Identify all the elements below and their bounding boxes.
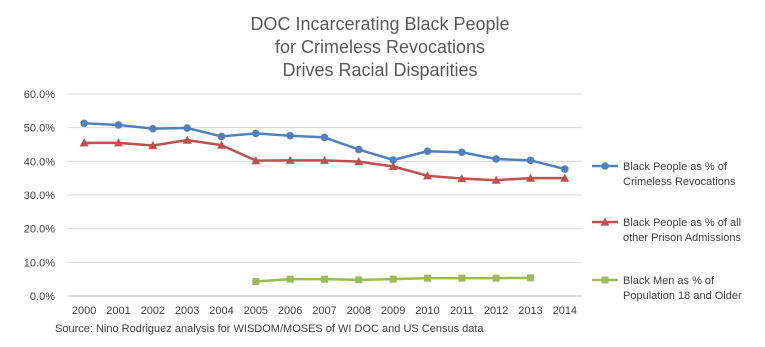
y-tick-label: 0.0% [30,291,55,303]
data-point-marker [458,274,466,282]
legend-item-1: Black People as % of Crimeless Revocation… [592,161,736,188]
data-point-marker [423,171,432,180]
legend-label: Black Men as % of [623,275,715,287]
data-point-marker [114,138,123,147]
data-point-marker [527,274,534,282]
data-point-marker [561,165,569,173]
legend-item-3: Black Men as % of Population 18 and Older [592,275,742,302]
data-point-marker [491,175,501,184]
y-tick-label: 40.0% [24,156,55,168]
chart-title-line-3: Drives Racial Disparities [282,60,477,80]
x-tick-label: 2005 [244,305,268,317]
legend-item-2: Black People as % of all other Prison Adm… [592,217,741,244]
data-point-marker [492,155,500,163]
legend-marker-swatch [600,217,610,226]
x-tick-label: 2011 [450,305,474,317]
data-point-marker [252,278,260,286]
source-note: Source: Nino Rodriguez analysis for WISD… [55,323,484,335]
data-point-marker [526,156,535,165]
x-tick-label: 2002 [141,305,165,317]
data-point-marker [526,173,535,182]
x-tick-label: 2000 [72,305,96,317]
x-tick-label: 2001 [106,305,130,317]
data-point-marker [560,173,570,182]
data-point-marker [149,124,157,133]
series-group [79,119,570,286]
data-point-marker [355,276,363,284]
data-point-marker [354,157,364,166]
x-tick-label: 2008 [347,305,371,317]
series-2 [79,135,570,184]
legend-label: Black People as % of [623,161,728,173]
legend-label: Black People as % of all [623,217,741,229]
x-tick-label: 2010 [415,305,439,317]
y-tick-label: 50.0% [24,123,55,135]
legend-label: other Prison Admissions [623,232,741,244]
data-point-marker [423,147,432,156]
data-point-marker [457,174,467,183]
x-tick-label: 2003 [175,305,199,317]
data-point-marker [252,129,260,138]
data-point-marker [458,148,466,157]
x-tick-label: 2006 [278,305,302,317]
x-tick-label: 2012 [484,305,508,317]
x-tick-label: 2009 [381,305,405,317]
legend-marker-swatch [601,162,609,170]
gridlines [67,93,582,297]
y-tick-label: 10.0% [24,257,55,269]
data-point-marker [320,155,329,164]
y-tick-label: 20.0% [24,224,55,236]
x-tick-label: 2014 [553,305,577,317]
data-point-marker [114,121,123,129]
data-point-marker [321,275,328,283]
data-point-marker [389,275,397,283]
x-axis-tick-labels: 2000 2001 2002 2003 2004 2005 2006 2007 2008 2009… [72,305,577,317]
data-point-marker [251,156,261,165]
data-point-marker [355,145,363,154]
y-tick-label: 30.0% [24,190,55,202]
legend: Black People as % of Crimeless Revocation… [592,161,742,302]
legend-label: Crimeless Revocations [623,176,736,188]
data-point-marker [424,274,431,282]
data-point-marker [183,124,191,132]
data-point-marker [79,138,89,147]
chart-title-line-2: for Crimeless Revocations [275,37,485,57]
series-1 [80,119,569,173]
y-axis-tick-labels: 0.0% 10.0% 20.0% 30.0% 40.0% 50.0% 60.0% [24,89,55,303]
data-point-marker [80,119,88,128]
data-point-marker [286,275,294,283]
data-point-marker [320,133,329,142]
data-point-marker [286,131,294,140]
data-point-marker [389,156,397,164]
y-tick-label: 60.0% [24,89,55,101]
chart-title-line-1: DOC Incarcerating Black People [250,14,509,34]
data-point-marker [182,135,192,144]
data-point-marker [217,132,226,141]
x-tick-label: 2007 [312,305,336,317]
data-point-marker [285,155,295,164]
x-tick-label: 2004 [209,305,233,317]
x-tick-label: 2013 [518,305,542,317]
series-3 [252,274,534,286]
legend-label: Population 18 and Older [623,290,742,302]
data-point-marker [388,161,398,170]
legend-marker-swatch [601,276,609,284]
data-point-marker [217,140,226,149]
data-point-marker [148,141,158,150]
data-point-marker [492,274,500,282]
